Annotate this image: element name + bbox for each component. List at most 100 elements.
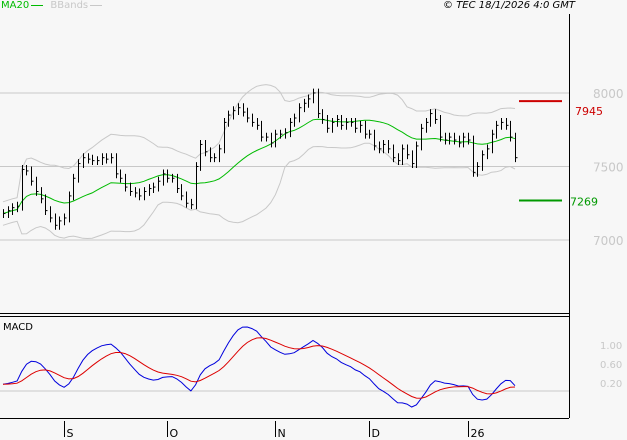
ohlc-bar [261, 120, 264, 142]
ohlc-bar [111, 153, 114, 164]
ohlc-bar [191, 198, 194, 210]
ohlc-bar [247, 107, 250, 123]
ohlc-bar [304, 98, 307, 113]
ohlc-bar [299, 103, 302, 123]
ohlc-bar [430, 109, 433, 127]
ohlc-bar [365, 120, 368, 139]
ohlc-bar [515, 132, 518, 163]
ohlc-bar [50, 206, 53, 223]
ohlc-bar [3, 209, 6, 218]
ohlc-bar [257, 117, 260, 130]
ohlc-bar [45, 194, 48, 216]
ohlc-bar [275, 129, 278, 148]
ohlc-bar [78, 159, 81, 183]
ohlc-bar [149, 184, 152, 196]
x-tick-label: D [372, 427, 380, 440]
y-tick-label: 7500 [593, 161, 624, 175]
ohlc-bar [266, 132, 269, 142]
ohlc-bar [116, 153, 119, 179]
ohlc-bar [379, 141, 382, 154]
ohlc-bar [243, 103, 246, 117]
ohlc-bar [290, 117, 293, 138]
ohlc-bar [135, 187, 138, 198]
ohlc-bar [83, 153, 86, 168]
price-levels: 7945 7269 [519, 100, 603, 208]
ohlc-bar [125, 173, 128, 192]
ohlc-bar [181, 184, 184, 201]
ohlc-bar [196, 162, 199, 210]
ohlc-bar [153, 182, 156, 193]
ohlc-bar [294, 113, 297, 127]
ohlc-bar [139, 188, 142, 201]
ohlc-bar [369, 129, 372, 139]
ohlc-bar [360, 120, 363, 133]
ohlc-bar [8, 206, 11, 218]
ohlc-bar [383, 140, 386, 154]
bband-lower [2, 142, 516, 240]
ohlc-bar [421, 123, 424, 151]
ohlc-bar [496, 120, 499, 139]
ohlc-bar [482, 150, 485, 171]
legend-bbands: BBands [50, 0, 89, 11]
ohlc-bar [318, 88, 321, 118]
ohlc-bar [177, 173, 180, 193]
legend-bbands-swatch [90, 4, 103, 6]
ohlc-bar [238, 103, 241, 116]
y-tick-label: 8000 [593, 87, 624, 101]
ohlc-bar [337, 115, 340, 127]
ohlc-bar [88, 153, 91, 164]
x-tick-label: N [278, 427, 286, 440]
ohlc-bar [355, 117, 358, 133]
ma20-line [2, 118, 516, 214]
macd-tick-label: 0.20 [600, 379, 622, 390]
ohlc-bar [322, 109, 325, 124]
ohlc-bar [167, 169, 170, 183]
ohlc-bar [210, 147, 213, 163]
ohlc-bar [102, 153, 105, 166]
ohlc-bar [205, 140, 208, 157]
ohlc-bar [468, 132, 471, 145]
ohlc-bar [271, 132, 274, 148]
copyright: © TEC 18/1/2026 4:0 GMT [443, 0, 575, 11]
x-tick-label: S [67, 427, 74, 440]
x-tick-label: 26 [471, 427, 485, 440]
ohlc-bar [351, 117, 354, 127]
ohlc-bar [308, 94, 311, 108]
ohlc-bar [341, 115, 344, 130]
ohlc-bar [144, 187, 147, 201]
ohlc-bar [313, 88, 316, 104]
macd-title: MACD [3, 322, 33, 333]
ohlc-bar [506, 117, 509, 130]
x-tick-label: O [170, 427, 179, 440]
macd-line [2, 326, 516, 408]
bband-upper [2, 84, 516, 203]
ohlc-bar [214, 153, 217, 163]
price-bars [3, 88, 518, 230]
ohlc-bar [55, 213, 58, 230]
ohlc-bar [435, 109, 438, 124]
ohlc-bar [69, 191, 72, 223]
ohlc-bar [59, 216, 62, 230]
ohlc-bar [440, 115, 443, 142]
ohlc-bar [327, 115, 330, 133]
level-label: 7269 [570, 195, 598, 208]
ohlc-bar [31, 166, 34, 186]
ohlc-bar [163, 169, 166, 186]
ohlc-bar [92, 154, 95, 166]
macd-tick-label: 0.60 [600, 360, 622, 371]
bollinger-bands [2, 84, 516, 240]
ohlc-bar [41, 187, 44, 204]
ohlc-bar [97, 156, 100, 166]
ohlc-bar [501, 117, 504, 130]
ohlc-bar [416, 141, 419, 168]
ohlc-bar [445, 132, 448, 145]
ohlc-bar [233, 106, 236, 120]
ohlc-bar [224, 117, 227, 154]
y-tick-label: 7000 [593, 234, 624, 248]
macd-tick-label: 1.00 [600, 341, 622, 352]
ohlc-bar [393, 144, 396, 163]
ohlc-bar [398, 153, 401, 166]
ohlc-bar [280, 129, 283, 139]
ohlc-bar [388, 140, 391, 154]
